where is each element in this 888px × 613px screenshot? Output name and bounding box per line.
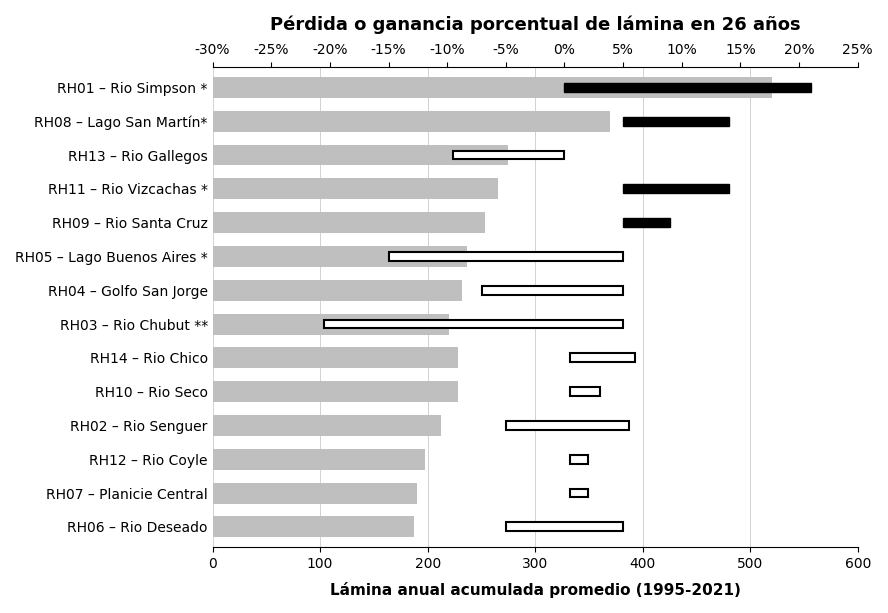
Bar	[212, 381, 457, 402]
Bar	[570, 455, 588, 463]
Bar	[212, 482, 416, 503]
Bar	[453, 151, 565, 159]
X-axis label: Lámina anual acumulada promedio (1995-2021): Lámina anual acumulada promedio (1995-20…	[329, 582, 741, 598]
Bar	[570, 354, 635, 362]
Bar	[212, 280, 462, 301]
Bar	[212, 449, 425, 470]
Bar	[506, 421, 629, 430]
Bar	[212, 178, 497, 199]
Bar	[565, 83, 811, 92]
Title: Pérdida o ganancia porcentual de lámina en 26 años: Pérdida o ganancia porcentual de lámina …	[270, 15, 800, 34]
Bar	[212, 212, 485, 233]
Bar	[212, 516, 414, 538]
Bar	[506, 522, 623, 531]
Bar	[570, 387, 599, 396]
Bar	[623, 218, 670, 227]
Bar	[212, 314, 449, 335]
Bar	[212, 246, 467, 267]
Bar	[212, 111, 610, 132]
Bar	[212, 348, 457, 368]
Bar	[212, 77, 772, 98]
Bar	[623, 185, 729, 193]
Bar	[482, 286, 623, 295]
Bar	[212, 415, 440, 436]
Bar	[324, 319, 623, 329]
Bar	[212, 145, 508, 166]
Bar	[389, 252, 623, 261]
Bar	[570, 489, 588, 498]
Bar	[623, 117, 729, 126]
